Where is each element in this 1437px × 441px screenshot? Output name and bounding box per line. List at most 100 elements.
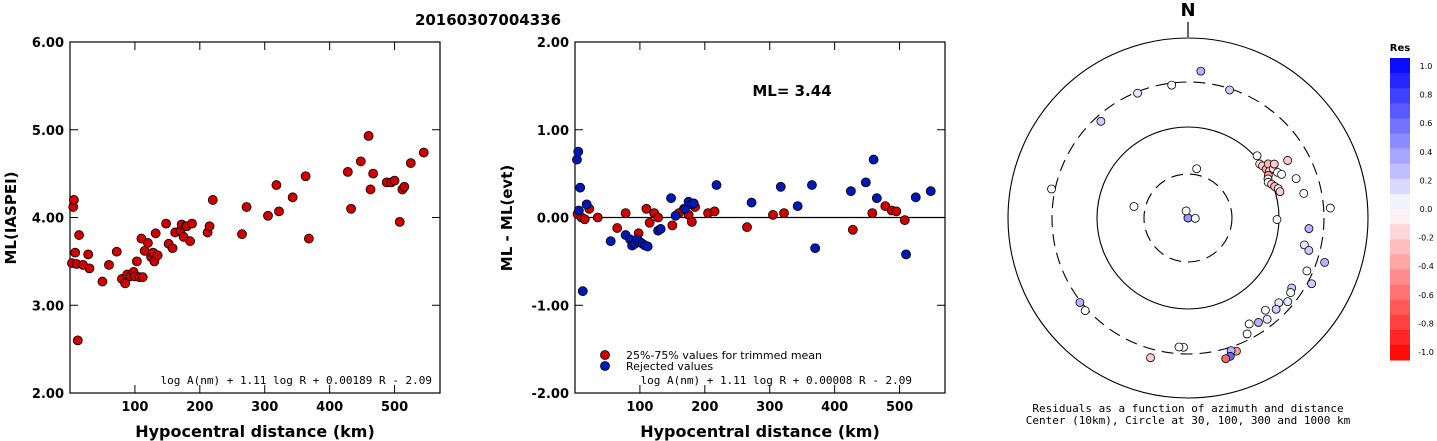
data-point: [418, 147, 429, 158]
data-point: [620, 208, 631, 219]
y-tick-label: 2.00: [537, 36, 569, 51]
formula: log A(nm) + 1.11 log R + 0.00008 R - 2.0…: [640, 374, 912, 387]
data-point: [868, 154, 879, 165]
station-point: [1307, 279, 1317, 289]
data-point: [899, 215, 910, 226]
data-point: [271, 180, 282, 190]
data-point: [263, 210, 273, 221]
colorbar-cell: [1390, 193, 1410, 210]
caption-line-2: Center (10km), Circle at 30, 100, 300 an…: [1026, 414, 1351, 427]
station-point: [1196, 66, 1206, 76]
station-point: [1133, 88, 1142, 98]
plot-frame: [69, 41, 441, 394]
colorbar-cell: [1390, 133, 1410, 150]
data-point: [399, 181, 410, 192]
y-tick-label: 4.00: [32, 212, 64, 227]
data-point: [131, 256, 142, 267]
colorbar-cell: [1390, 209, 1410, 225]
colorbar-cell: [1390, 299, 1410, 316]
data-point: [405, 158, 416, 168]
data-point: [711, 180, 722, 190]
panel-polar-residuals: N Residuals as a function of azimuth and…: [1007, 0, 1434, 427]
station-point: [1174, 342, 1184, 352]
data-point: [779, 208, 789, 219]
data-point: [150, 228, 161, 239]
colorbar-tick-label: 0.2: [1420, 176, 1433, 185]
station-point: [1275, 187, 1285, 197]
colorbar-title: Res: [1390, 43, 1410, 54]
station-point: [1129, 202, 1139, 211]
formula: log A(nm) + 1.11 log R + 0.00189 R - 2.0…: [160, 374, 432, 387]
data-point: [346, 203, 356, 214]
x-tick-label: 300: [251, 400, 278, 415]
caption-line-1: Residuals as a function of azimuth and d…: [1032, 402, 1343, 415]
data-point: [204, 221, 215, 232]
data-point: [185, 236, 195, 247]
x-tick-label: 300: [756, 400, 783, 415]
data-point: [925, 186, 936, 197]
station-point: [1225, 85, 1234, 95]
colorbar-tick-label: -0.6: [1418, 291, 1434, 300]
data-point: [871, 193, 882, 204]
x-tick-label: 100: [121, 400, 148, 415]
data-point: [641, 203, 652, 214]
data-point: [768, 209, 778, 220]
ring-300km: [1051, 81, 1325, 355]
station-point: [1272, 215, 1282, 224]
x-tick-label: 400: [821, 400, 848, 415]
data-point: [709, 206, 720, 217]
station-point: [1283, 297, 1293, 307]
station-point: [1291, 174, 1301, 184]
data-point: [655, 224, 666, 234]
data-point: [187, 218, 197, 229]
data-point: [575, 182, 586, 193]
data-point: [83, 249, 94, 260]
data-point: [142, 238, 153, 248]
data-point: [775, 181, 786, 192]
colorbar-tick-label: -0.2: [1418, 234, 1434, 243]
data-point: [792, 201, 803, 211]
legend-label-rejected: Rejected values: [626, 360, 713, 373]
colorbar-tick-label: 0.0: [1420, 205, 1433, 214]
x-axis-label: Hypocentral distance (km): [135, 422, 375, 441]
data-point: [612, 223, 623, 233]
data-point: [845, 186, 856, 197]
station-point: [1047, 184, 1056, 194]
y-tick-label: 3.00: [32, 299, 64, 314]
colorbar-cell: [1390, 58, 1410, 74]
station-point: [1304, 224, 1314, 233]
colorbar-tick-label: 0.8: [1420, 91, 1433, 100]
y-axis-label: ML(IASPEI): [2, 171, 20, 264]
data-point: [577, 286, 588, 297]
station-point: [1286, 288, 1296, 297]
data-point: [860, 177, 871, 188]
legend-label-trimmed: 25%-75% values for trimmed mean: [626, 349, 822, 362]
data-point: [274, 206, 284, 217]
station-point: [1283, 156, 1293, 165]
station-point: [1302, 266, 1312, 276]
data-point: [237, 229, 247, 240]
ring-1000km: [1007, 37, 1369, 399]
north-label: N: [1180, 0, 1195, 21]
data-point: [666, 193, 676, 204]
data-point: [207, 195, 218, 205]
data-point: [807, 180, 817, 190]
event-title: 20160307004336: [415, 11, 561, 29]
station-point: [1271, 304, 1281, 314]
data-point: [670, 210, 681, 221]
panel-residual-vs-distance: 100 200 300 400 500 -2.00 -1.00 0.00 1.00 2.00 ML…: [498, 36, 946, 441]
data-point: [573, 205, 584, 216]
colorbar-tick-label: -0.4: [1418, 262, 1434, 271]
data-point: [688, 198, 699, 209]
data-point: [111, 246, 122, 257]
data-point: [167, 243, 178, 254]
station-point: [1221, 354, 1231, 364]
station-point: [1080, 306, 1090, 315]
station-point: [1260, 305, 1270, 315]
station-point: [1075, 298, 1085, 307]
data-point: [867, 208, 878, 219]
data-point: [303, 233, 314, 244]
station-point: [1277, 169, 1287, 179]
data-point: [287, 192, 298, 203]
panel-ml-vs-distance: 100 200 300 400 500 2.00 3.00 4.00 5.00 6.00 log …: [2, 36, 441, 441]
